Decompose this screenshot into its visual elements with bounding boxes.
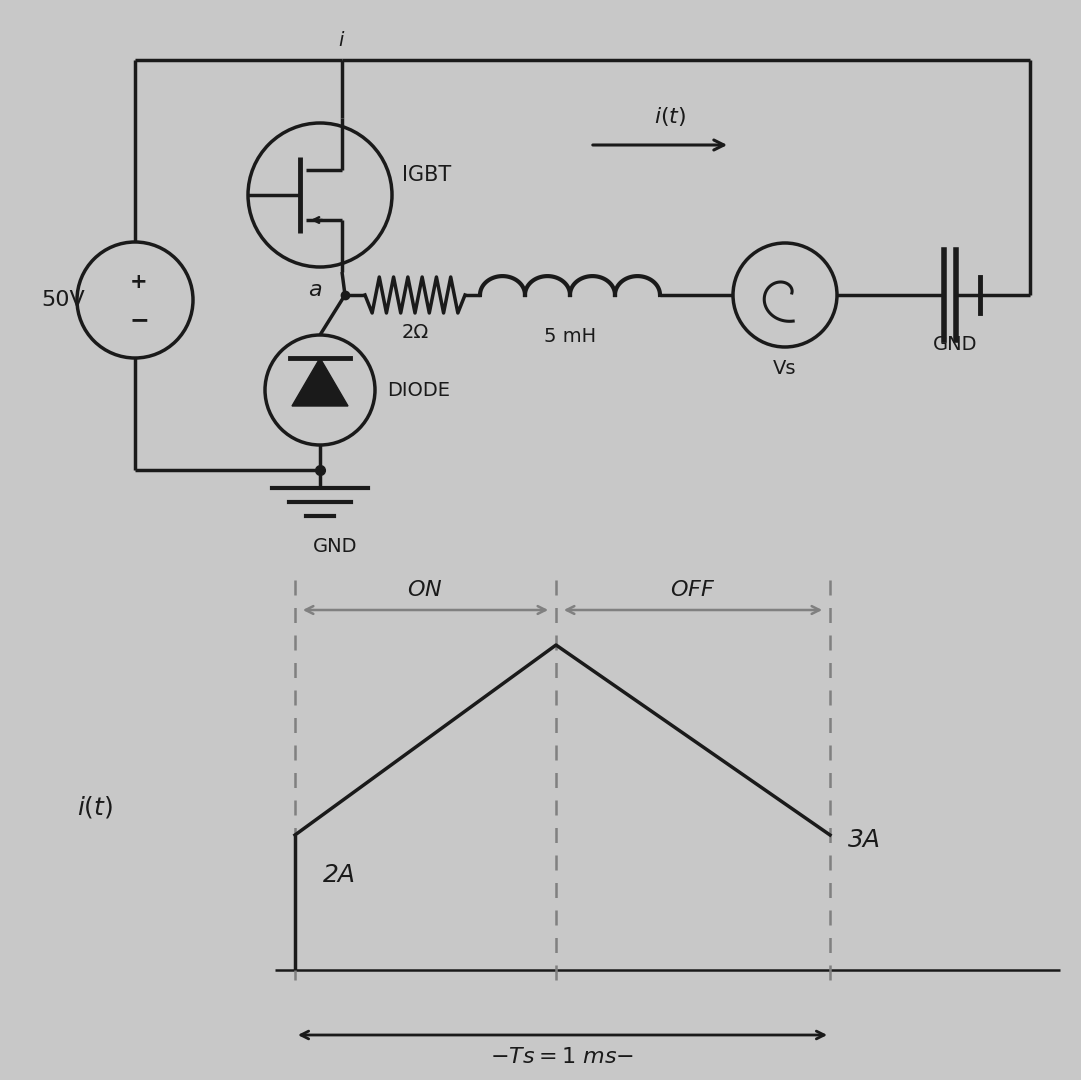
Text: $i(t)$: $i(t)$ [77,794,114,820]
Text: 50V: 50V [41,291,85,310]
Text: IGBT: IGBT [402,165,451,185]
Text: $i$: $i$ [338,30,346,50]
Text: 5 mH: 5 mH [544,327,596,347]
Text: $-Ts =1$ ms$-$: $-Ts =1$ ms$-$ [490,1047,633,1067]
Text: 3A: 3A [848,828,881,852]
Text: −: − [129,308,149,332]
Text: $ON$: $ON$ [408,580,443,600]
Text: GND: GND [312,537,357,555]
Text: Vs: Vs [773,360,797,378]
Text: $OFF$: $OFF$ [670,580,716,600]
Text: GND: GND [933,336,977,354]
Text: 2A: 2A [323,863,356,887]
Text: $i(t)$: $i(t)$ [654,106,686,129]
Text: +: + [130,272,148,292]
Polygon shape [292,357,348,406]
Text: DIODE: DIODE [387,380,450,400]
Text: 2Ω: 2Ω [401,324,429,342]
Text: a: a [308,280,322,300]
